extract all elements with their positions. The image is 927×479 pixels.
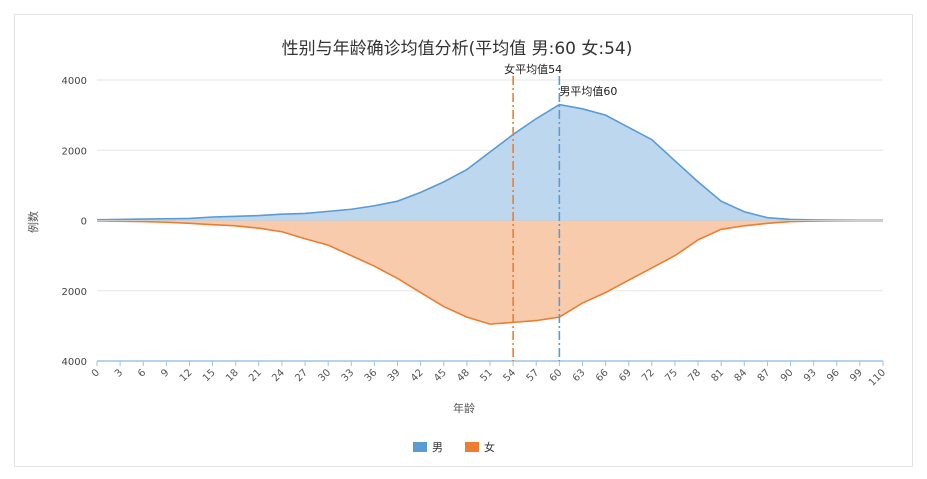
x-tick-label: 60 — [548, 367, 565, 384]
chart-frame: 性别与年龄确诊均值分析(平均值 男:60 女:54) 4000 2000 0 2000… — [14, 14, 913, 467]
x-tick-label: 78 — [686, 367, 703, 384]
x-tick-label: 66 — [594, 367, 611, 384]
x-axis-label: 年龄 — [453, 401, 475, 415]
x-tick-label: 48 — [455, 367, 472, 384]
x-tick-label: 18 — [224, 367, 241, 384]
x-tick-label: 69 — [617, 367, 634, 384]
series-area-0 — [97, 104, 883, 221]
mean-label-0: 女平均值54 — [504, 62, 562, 76]
mean-label-1: 男平均值60 — [559, 85, 617, 98]
legend: 男女 — [413, 440, 495, 454]
x-tick-label: 0 — [90, 367, 102, 379]
x-tick-label: 27 — [293, 367, 310, 384]
x-tick-label: 57 — [525, 367, 542, 384]
chart-title: 性别与年龄确诊均值分析(平均值 男:60 女:54) — [282, 39, 633, 59]
x-tick-label: 33 — [340, 367, 357, 384]
x-tick-label: 30 — [317, 367, 334, 384]
x-tick-label: 42 — [409, 367, 426, 384]
x-tick-label: 110 — [867, 367, 888, 388]
legend-label-0: 男 — [432, 441, 443, 454]
legend-swatch-0 — [413, 442, 427, 452]
x-tick-label: 63 — [571, 367, 588, 384]
x-tick-label: 72 — [640, 367, 657, 384]
y-tick-label: 2000 — [62, 146, 87, 157]
y-tick-label: 2000 — [62, 287, 87, 298]
x-tick-label: 15 — [201, 367, 218, 384]
x-tick-label: 24 — [270, 367, 287, 384]
x-tick-label: 96 — [825, 367, 842, 384]
area-chart: 性别与年龄确诊均值分析(平均值 男:60 女:54) 4000 2000 0 2000… — [26, 39, 888, 454]
x-tick-label: 84 — [733, 367, 750, 384]
x-tick-label: 39 — [386, 367, 403, 384]
x-tick-label: 21 — [247, 367, 264, 384]
x-tick-label: 54 — [501, 367, 518, 384]
x-tick-label: 3 — [113, 367, 125, 379]
x-tick-label: 90 — [779, 367, 796, 384]
x-tick-label: 87 — [756, 367, 773, 384]
legend-label-1: 女 — [484, 440, 495, 454]
x-tick-label: 93 — [802, 367, 819, 384]
y-tick-label: 0 — [81, 217, 87, 228]
series-line-1 — [96, 219, 883, 325]
series-area-1 — [97, 220, 883, 325]
x-tick-label: 81 — [710, 367, 727, 384]
x-tick-label: 9 — [159, 367, 171, 379]
x-tick-label: 45 — [432, 367, 449, 384]
series-line-0 — [96, 103, 883, 222]
y-tick-label: 4000 — [62, 357, 87, 368]
axes: 0 3 6 9 12 15 18 21 24 27 30 33 36 39 42 45 48 51 54 57 60 63… — [90, 360, 888, 389]
x-tick-label: 75 — [663, 367, 680, 384]
x-tick-label: 6 — [136, 367, 148, 379]
x-tick-label: 99 — [848, 367, 865, 384]
x-tick-label: 12 — [178, 367, 195, 384]
series-areas — [96, 103, 883, 325]
y-axis-label: 例数 — [26, 211, 40, 233]
legend-swatch-1 — [465, 442, 479, 452]
x-tick-label: 51 — [478, 367, 495, 384]
y-tick-label: 4000 — [62, 76, 87, 87]
mean-markers: 女平均值54 男平均值60 — [504, 62, 617, 361]
x-tick-label: 36 — [363, 367, 380, 384]
